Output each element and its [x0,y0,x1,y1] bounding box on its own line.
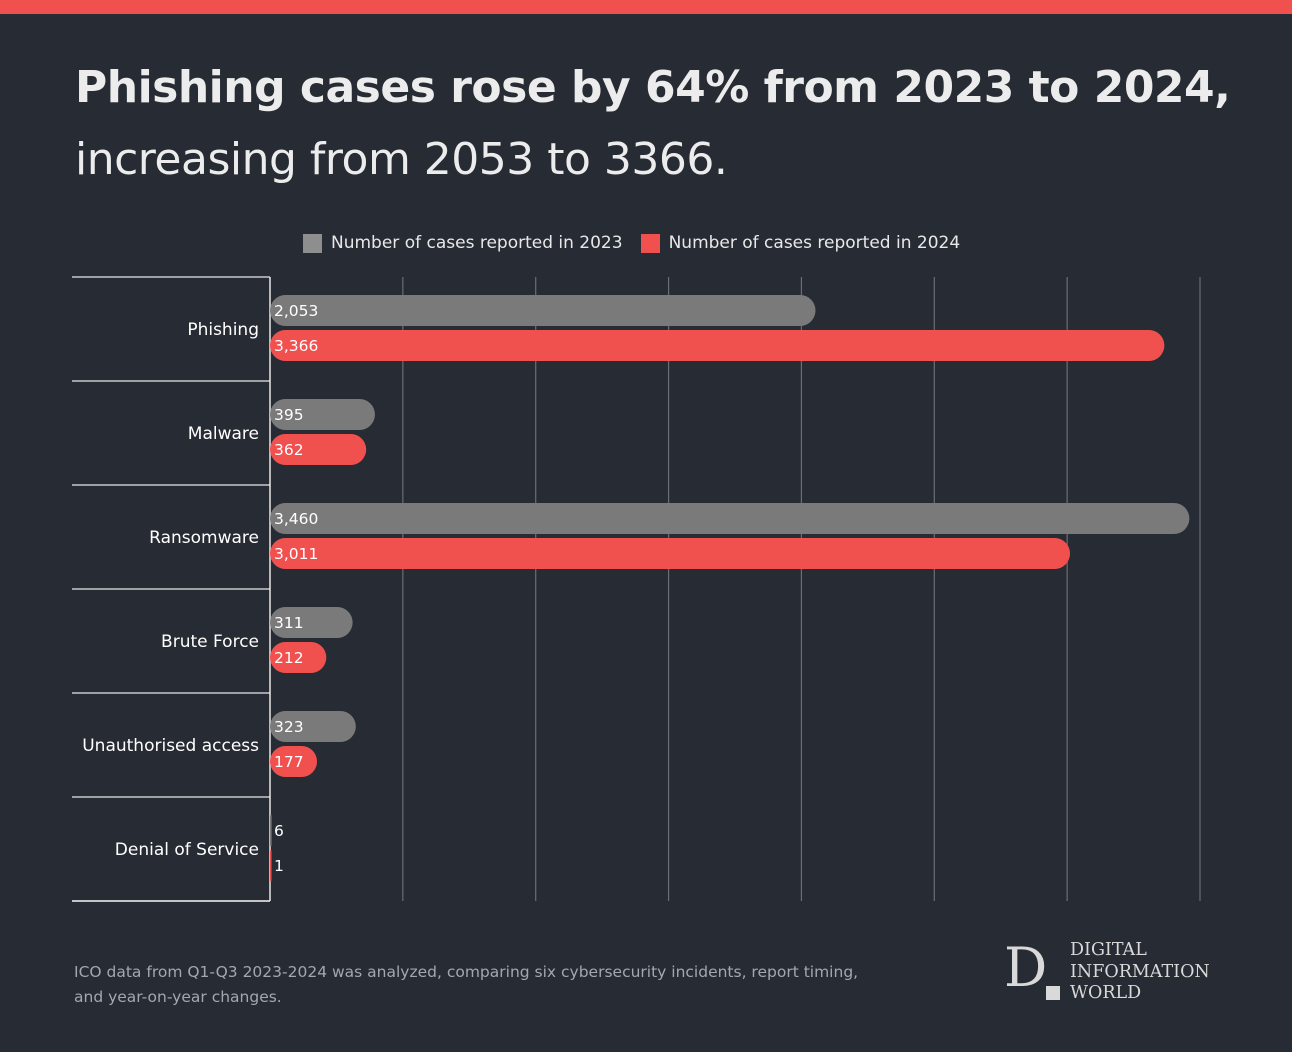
top-accent-bar [0,0,1292,14]
logo-word-3: WORLD [1070,983,1142,1003]
bar-2023 [270,399,375,430]
bar-2024 [270,746,318,777]
logo-square-icon [1046,986,1060,1000]
bar-2023 [270,503,1190,534]
logo-wordmark: DIGITAL INFORMATION WORLD [1070,940,1210,1005]
data-label-2023: 323 [274,718,304,736]
data-label-2023: 2,053 [274,302,318,320]
category-label: Ransomware [149,528,259,548]
category-label: Malware [188,424,259,444]
bar-2024 [270,850,272,881]
chart-title: Phishing cases rose by 64% from 2023 to … [75,62,1231,113]
data-label-2024: 3,366 [274,337,318,355]
legend-swatch-2024 [640,233,660,253]
data-label-2024: 212 [274,649,304,667]
bar-2024 [270,538,1071,569]
data-label-2024: 3,011 [274,545,318,563]
bar-2023 [270,607,353,638]
data-label-2023: 395 [274,406,304,424]
bar-2023 [270,295,816,326]
logo-word-1: DIGITAL [1070,940,1147,960]
data-label-2023: 3,460 [274,510,318,528]
data-label-2024: 1 [274,857,284,875]
legend-item-2024: Number of cases reported in 2024 [640,233,961,253]
logo-letter: D [1004,936,1048,999]
bar-2023 [270,711,356,742]
legend-label-2024: Number of cases reported in 2024 [668,233,961,253]
category-label: Brute Force [161,632,259,652]
bar-2024 [270,434,367,465]
logo-word-2: INFORMATION [1070,961,1210,982]
legend-label-2023: Number of cases reported in 2023 [331,233,623,253]
logo: D DIGITAL INFORMATION WORLD [1004,938,1224,1008]
category-label: Denial of Service [115,840,259,860]
data-label-2024: 177 [274,753,304,771]
chart-legend: Number of cases reported in 2023 Number … [303,231,978,255]
category-label: Phishing [187,320,259,340]
category-label: Unauthorised access [82,736,259,756]
legend-item-2023: Number of cases reported in 2023 [303,233,623,253]
chart-subtitle: increasing from 2053 to 3366. [75,134,728,185]
bar-2024 [270,330,1165,361]
legend-swatch-2023 [303,233,322,253]
bar-2023 [270,815,272,846]
data-label-2023: 311 [274,614,304,632]
footnote: ICO data from Q1-Q3 2023-2024 was analyz… [74,963,859,1006]
data-label-2024: 362 [274,441,304,459]
bar-2024 [270,642,327,673]
data-label-2023: 6 [274,822,284,840]
